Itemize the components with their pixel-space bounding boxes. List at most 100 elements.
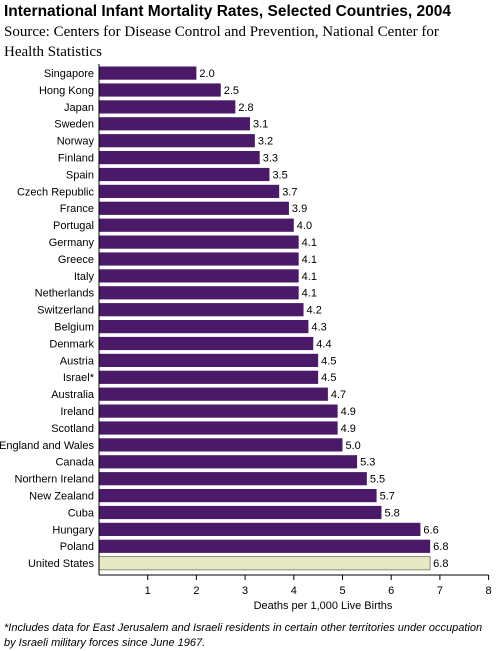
category-label: Italy xyxy=(74,271,95,283)
value-label: 3.5 xyxy=(272,169,287,181)
category-label: Hungary xyxy=(52,524,94,536)
bar xyxy=(99,83,221,97)
bar xyxy=(99,522,421,536)
bar xyxy=(99,269,299,283)
category-label: Canada xyxy=(55,457,94,469)
bar xyxy=(99,66,197,80)
category-label: Germany xyxy=(49,237,95,249)
x-tick-label: 8 xyxy=(486,585,492,597)
category-label: England and Wales xyxy=(0,440,94,452)
value-label: 4.4 xyxy=(316,338,331,350)
category-label: France xyxy=(60,203,94,215)
bar xyxy=(98,556,431,571)
category-label: Austria xyxy=(60,355,95,367)
bar xyxy=(99,117,250,131)
bar xyxy=(99,320,309,334)
bar xyxy=(99,489,377,503)
value-label: 5.7 xyxy=(380,491,395,503)
value-label: 3.1 xyxy=(253,119,268,131)
bar xyxy=(99,438,343,452)
bar xyxy=(99,184,280,198)
x-axis-label: Deaths per 1,000 Live Births xyxy=(254,600,393,612)
footnote: *Includes data for East Jerusalem and Is… xyxy=(4,622,483,649)
value-label: 4.9 xyxy=(341,423,356,435)
value-label: 4.9 xyxy=(341,406,356,418)
value-label: 5.0 xyxy=(346,440,361,452)
value-label: 4.7 xyxy=(331,389,346,401)
value-label: 4.5 xyxy=(321,372,336,384)
value-label: 3.2 xyxy=(258,136,273,148)
value-label: 6.8 xyxy=(433,558,448,570)
category-label: Australia xyxy=(51,389,95,401)
category-label: Netherlands xyxy=(35,288,95,300)
x-tick-label: 4 xyxy=(291,585,297,597)
category-label: Singapore xyxy=(44,68,94,80)
value-label: 5.5 xyxy=(370,474,385,486)
value-label: 3.3 xyxy=(263,153,278,165)
bar xyxy=(99,336,314,351)
category-label: Finland xyxy=(58,153,94,165)
category-label: Israel* xyxy=(63,372,95,384)
category-label: Japan xyxy=(64,102,94,114)
value-label: 5.3 xyxy=(360,457,375,469)
category-label: Sweden xyxy=(54,119,94,131)
value-label: 2.0 xyxy=(199,68,214,80)
value-label: 4.5 xyxy=(321,355,336,367)
bar xyxy=(99,151,260,165)
bar xyxy=(99,370,319,384)
bar xyxy=(99,167,270,182)
bar xyxy=(99,252,299,266)
category-label: Hong Kong xyxy=(39,85,94,97)
value-label: 4.2 xyxy=(307,305,322,317)
category-label: Norway xyxy=(57,136,95,148)
category-label: Ireland xyxy=(60,406,94,418)
value-label: 4.3 xyxy=(311,322,326,334)
category-label: Greece xyxy=(58,254,94,266)
category-label: New Zealand xyxy=(29,491,94,503)
bar xyxy=(99,404,338,418)
value-label: 4.1 xyxy=(302,288,317,300)
chart-title: International Infant Mortality Rates, Se… xyxy=(4,3,452,20)
chart-subtitle: Source: Centers for Disease Control and … xyxy=(4,24,439,60)
category-label: Portugal xyxy=(53,220,94,232)
x-tick-label: 1 xyxy=(145,585,151,597)
x-tick-label: 3 xyxy=(242,585,248,597)
value-label: 4.1 xyxy=(302,271,317,283)
bar xyxy=(99,218,294,232)
category-label: Cuba xyxy=(68,507,95,519)
bar xyxy=(99,134,255,148)
bar xyxy=(99,539,431,553)
value-label: 3.9 xyxy=(292,203,307,215)
value-label: 4.1 xyxy=(302,254,317,266)
bar xyxy=(99,303,304,317)
value-label: 3.7 xyxy=(282,186,297,198)
value-label: 6.8 xyxy=(433,541,448,553)
bar xyxy=(99,421,338,435)
value-label: 2.5 xyxy=(224,85,239,97)
category-label: Switzerland xyxy=(37,305,94,317)
bar xyxy=(99,455,358,469)
value-label: 5.8 xyxy=(384,507,399,519)
bar xyxy=(99,100,236,114)
x-tick-label: 5 xyxy=(339,585,345,597)
bar xyxy=(99,353,319,367)
category-label: Scotland xyxy=(51,423,94,435)
bar xyxy=(99,286,299,300)
category-label: Poland xyxy=(60,541,94,553)
bar xyxy=(99,505,382,520)
bar xyxy=(99,472,367,486)
bar xyxy=(99,235,299,249)
category-label: United States xyxy=(28,558,95,570)
category-label: Belgium xyxy=(54,322,94,334)
value-label: 2.8 xyxy=(238,102,253,114)
category-label: Spain xyxy=(66,169,94,181)
category-label: Czech Republic xyxy=(17,186,95,198)
value-label: 4.1 xyxy=(302,237,317,249)
value-label: 6.6 xyxy=(423,524,438,536)
category-label: Denmark xyxy=(49,338,94,350)
x-tick-label: 6 xyxy=(388,585,394,597)
category-label: Northern Ireland xyxy=(15,474,95,486)
x-tick-label: 7 xyxy=(437,585,443,597)
bar xyxy=(99,387,328,401)
